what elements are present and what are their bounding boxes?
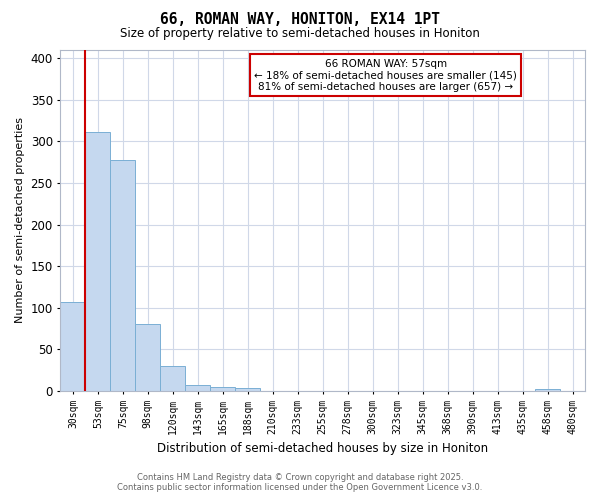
Text: Contains HM Land Registry data © Crown copyright and database right 2025.
Contai: Contains HM Land Registry data © Crown c… xyxy=(118,473,482,492)
Bar xyxy=(61,302,85,391)
Bar xyxy=(110,160,136,391)
X-axis label: Distribution of semi-detached houses by size in Honiton: Distribution of semi-detached houses by … xyxy=(157,442,488,455)
Bar xyxy=(535,389,560,391)
Y-axis label: Number of semi-detached properties: Number of semi-detached properties xyxy=(15,118,25,324)
Bar xyxy=(211,388,235,391)
Text: Size of property relative to semi-detached houses in Honiton: Size of property relative to semi-detach… xyxy=(120,28,480,40)
Bar xyxy=(160,366,185,391)
Bar xyxy=(85,132,110,391)
Text: 66, ROMAN WAY, HONITON, EX14 1PT: 66, ROMAN WAY, HONITON, EX14 1PT xyxy=(160,12,440,28)
Bar xyxy=(185,385,211,391)
Text: 66 ROMAN WAY: 57sqm
← 18% of semi-detached houses are smaller (145)
81% of semi-: 66 ROMAN WAY: 57sqm ← 18% of semi-detach… xyxy=(254,58,517,92)
Bar xyxy=(235,388,260,391)
Bar xyxy=(136,324,160,391)
